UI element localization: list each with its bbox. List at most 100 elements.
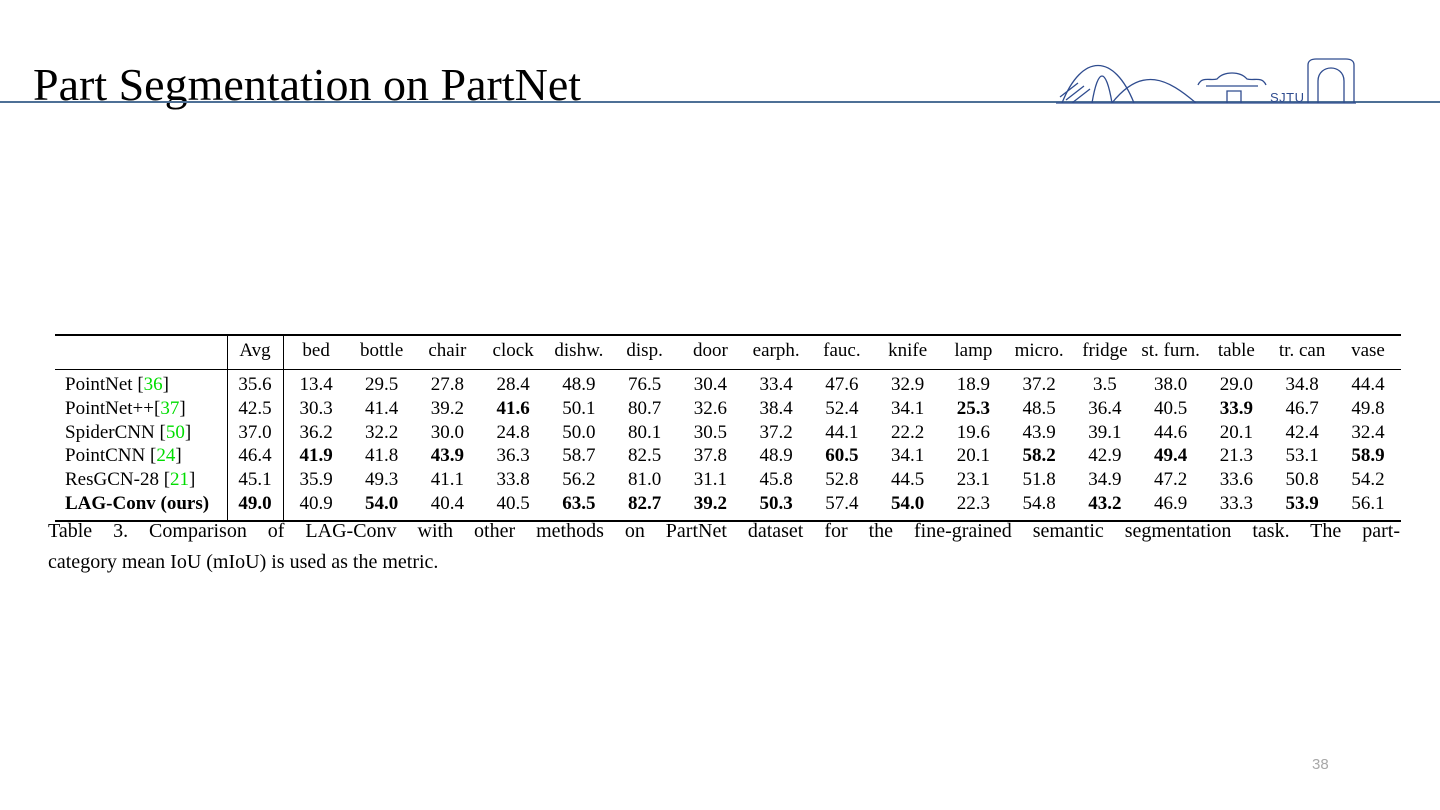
value-cell: 37.8 bbox=[693, 445, 727, 467]
value-cell: 27.8 bbox=[430, 374, 464, 395]
value-cell: 37.0 bbox=[227, 420, 284, 445]
method-label: SpiderCNN [50] bbox=[55, 420, 228, 445]
value-cell: 57.4 bbox=[825, 492, 859, 514]
caption-line-1: Table 3. Comparison of LAG-Conv with oth… bbox=[48, 520, 1400, 542]
results-table-wrap: Avg bed bottle chair clock dishw. disp. door ear… bbox=[55, 334, 1401, 522]
corner-cell bbox=[55, 335, 228, 370]
value-cell: 60.5 bbox=[825, 445, 859, 467]
value-cell: 44.5 bbox=[891, 469, 925, 491]
value-cell: 40.5 bbox=[1154, 397, 1188, 419]
value-cell: 24.8 bbox=[496, 421, 530, 443]
method-label: PointNet [36] bbox=[55, 369, 228, 397]
value-cell: 36.3 bbox=[496, 445, 530, 467]
col-header-door: door bbox=[677, 335, 744, 370]
col-header-micro: micro. bbox=[1006, 335, 1072, 370]
col-header-vase: vase bbox=[1335, 335, 1401, 370]
sjtu-skyline-logo: SJTU bbox=[1056, 58, 1356, 104]
value-cell: 80.7 bbox=[628, 397, 662, 419]
citation-ref: 36 bbox=[143, 374, 163, 395]
value-cell: 33.4 bbox=[759, 374, 793, 395]
value-cell: 49.8 bbox=[1351, 397, 1385, 419]
value-cell: 40.9 bbox=[299, 492, 333, 514]
col-header-bed: bed bbox=[283, 335, 349, 370]
value-cell: 43.9 bbox=[1022, 421, 1056, 443]
value-cell: 81.0 bbox=[628, 469, 662, 491]
table-row: SpiderCNN [50] 37.0 36.2 32.2 30.0 24.8 50.0 80… bbox=[55, 420, 1401, 445]
value-cell: 31.1 bbox=[693, 469, 727, 491]
value-cell: 54.0 bbox=[891, 492, 925, 514]
value-cell: 18.9 bbox=[956, 374, 990, 395]
value-cell: 32.6 bbox=[693, 397, 727, 419]
value-cell: 38.0 bbox=[1154, 374, 1188, 395]
logo-bridge-arch bbox=[1061, 64, 1135, 104]
citation-ref: 24 bbox=[156, 445, 176, 467]
col-header-fridge: fridge bbox=[1072, 335, 1138, 370]
value-cell: 54.2 bbox=[1351, 469, 1385, 491]
value-cell: 38.4 bbox=[759, 397, 793, 419]
value-cell: 56.1 bbox=[1351, 492, 1385, 514]
value-cell: 46.9 bbox=[1154, 492, 1188, 514]
logo-text: SJTU bbox=[1270, 90, 1305, 104]
col-header-bottle: bottle bbox=[348, 335, 415, 370]
col-header-table: table bbox=[1203, 335, 1270, 370]
logo-gate-arch bbox=[1317, 67, 1345, 103]
page-number: 38 bbox=[1312, 756, 1329, 773]
value-cell: 46.7 bbox=[1285, 397, 1319, 419]
value-cell: 49.3 bbox=[365, 469, 399, 491]
value-cell: 30.5 bbox=[693, 421, 727, 443]
value-cell: 20.1 bbox=[1219, 421, 1253, 443]
value-cell: 47.6 bbox=[825, 374, 859, 395]
value-cell: 34.8 bbox=[1285, 374, 1319, 395]
table-row: PointNet [36] 35.6 13.4 29.5 27.8 28.4 48.9 76.… bbox=[55, 369, 1401, 397]
value-cell: 32.2 bbox=[365, 421, 399, 443]
results-table: Avg bed bottle chair clock dishw. disp. door ear… bbox=[55, 334, 1401, 522]
col-header-knife: knife bbox=[874, 335, 941, 370]
method-label: PointNet++[37] bbox=[55, 396, 228, 421]
col-header-dishw: dishw. bbox=[546, 335, 612, 370]
value-cell: 25.3 bbox=[956, 397, 990, 419]
value-cell: 44.1 bbox=[825, 421, 859, 443]
value-cell: 32.9 bbox=[891, 374, 925, 395]
value-cell: 43.9 bbox=[430, 445, 464, 467]
value-cell: 29.5 bbox=[365, 374, 399, 395]
value-cell: 34.1 bbox=[891, 445, 925, 467]
value-cell: 45.8 bbox=[759, 469, 793, 491]
value-cell: 33.8 bbox=[496, 469, 530, 491]
value-cell: 82.5 bbox=[628, 445, 662, 467]
col-header-lamp: lamp bbox=[940, 335, 1007, 370]
logo-pailou-roof bbox=[1197, 72, 1267, 86]
citation-ref: 37 bbox=[160, 397, 180, 419]
value-cell: 50.8 bbox=[1285, 469, 1319, 491]
method-label: ResGCN-28 [21] bbox=[55, 468, 228, 492]
value-cell: 21.3 bbox=[1219, 445, 1253, 467]
value-cell: 41.8 bbox=[365, 445, 399, 467]
value-cell: 23.1 bbox=[956, 469, 990, 491]
value-cell: 52.4 bbox=[825, 397, 859, 419]
table-row: ResGCN-28 [21] 45.1 35.9 49.3 41.1 33.8 56.2 81… bbox=[55, 468, 1401, 492]
value-cell: 48.9 bbox=[562, 374, 596, 395]
title-divider-line bbox=[0, 101, 1440, 103]
value-cell: 29.0 bbox=[1219, 374, 1253, 395]
logo-bridge-cable bbox=[1111, 78, 1197, 104]
table-caption: Table 3. Comparison of LAG-Conv with oth… bbox=[48, 516, 1400, 578]
value-cell: 19.6 bbox=[956, 421, 990, 443]
value-cell: 58.7 bbox=[562, 445, 596, 467]
value-cell: 42.9 bbox=[1088, 445, 1122, 467]
value-cell: 48.5 bbox=[1022, 397, 1056, 419]
value-cell: 41.4 bbox=[365, 397, 399, 419]
col-header-earph: earph. bbox=[743, 335, 809, 370]
value-cell: 37.2 bbox=[759, 421, 793, 443]
value-cell: 33.6 bbox=[1219, 469, 1253, 491]
value-cell: 49.4 bbox=[1154, 445, 1188, 467]
value-cell: 41.6 bbox=[496, 397, 530, 419]
col-header-stfurn: st. furn. bbox=[1137, 335, 1204, 370]
value-cell: 53.1 bbox=[1285, 445, 1319, 467]
value-cell: 44.6 bbox=[1154, 421, 1188, 443]
method-label: LAG-Conv (ours) bbox=[55, 491, 228, 521]
value-cell: 82.7 bbox=[628, 492, 662, 514]
value-cell: 48.9 bbox=[759, 445, 793, 467]
value-cell: 33.3 bbox=[1219, 492, 1253, 514]
value-cell: 40.5 bbox=[496, 492, 530, 514]
col-header-avg: Avg bbox=[227, 335, 284, 370]
value-cell: 35.6 bbox=[227, 369, 284, 397]
